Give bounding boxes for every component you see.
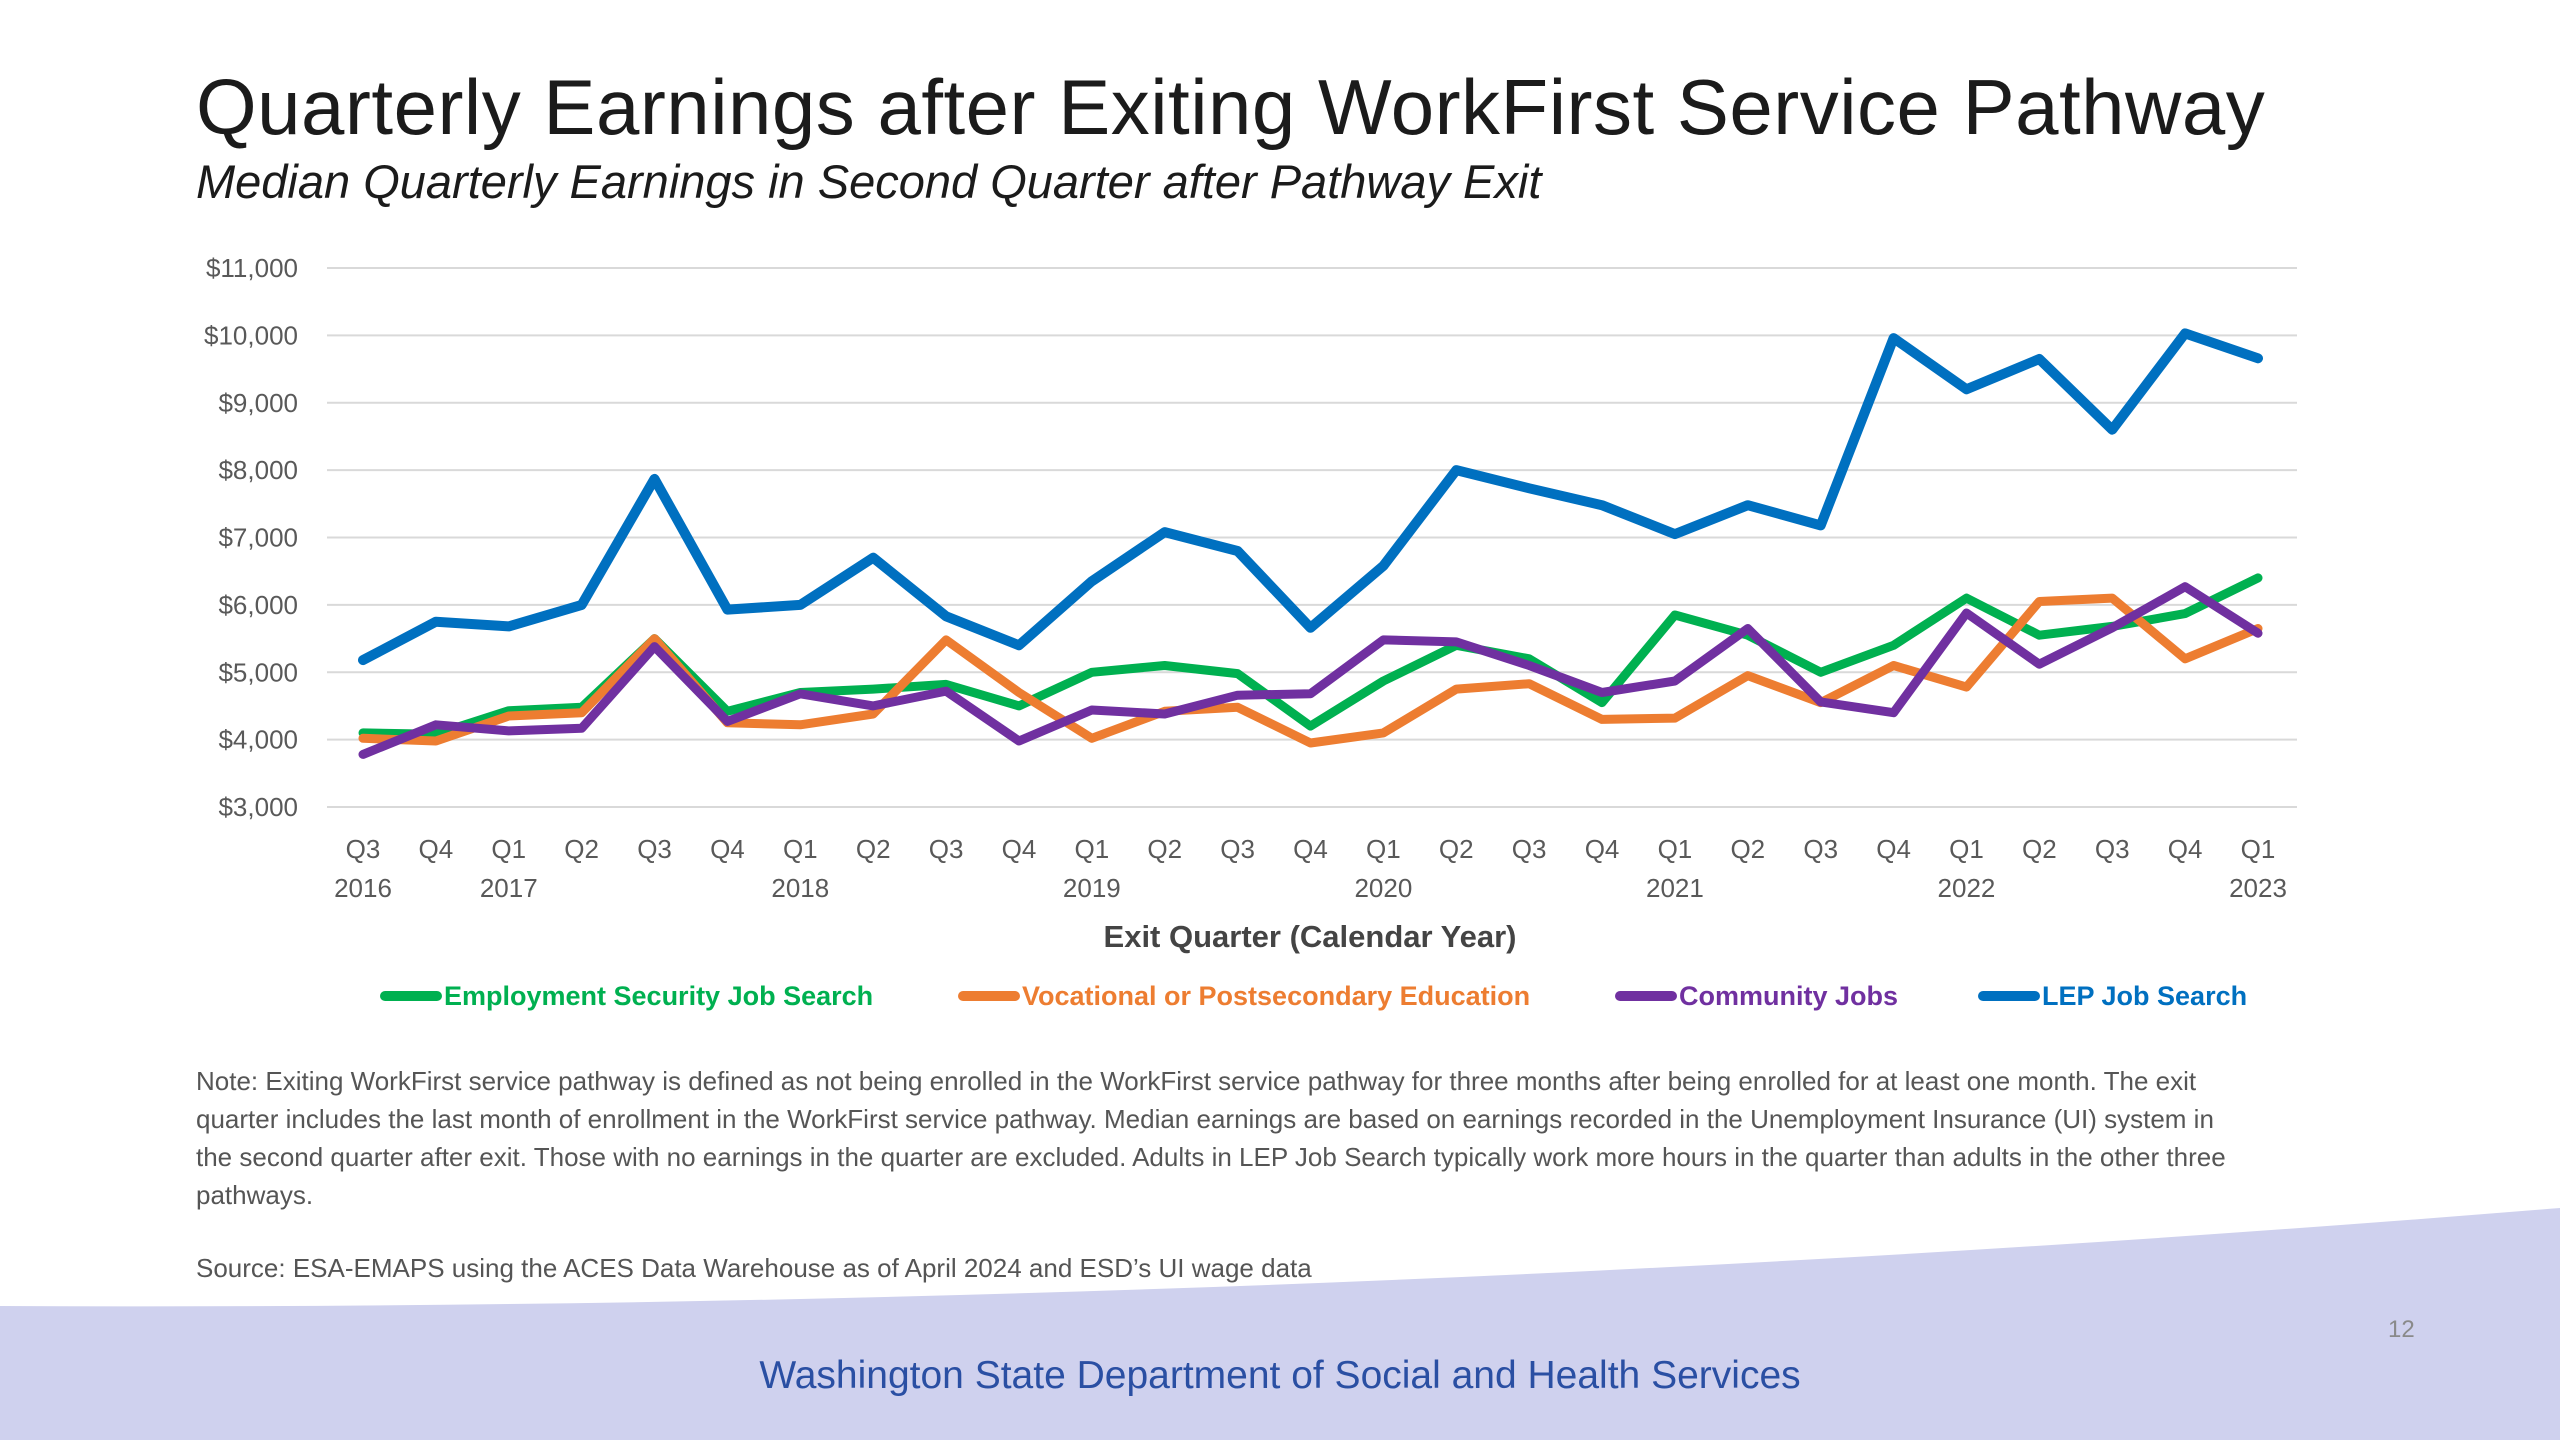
legend-swatch <box>958 991 1020 1001</box>
x-tick-label: Q3 <box>1512 834 1547 864</box>
page-title: Quarterly Earnings after Exiting WorkFir… <box>196 63 2266 151</box>
page-number: 12 <box>2388 1316 2415 1343</box>
legend-item: Vocational or Postsecondary Education <box>958 976 1530 1016</box>
y-tick-label: $5,000 <box>218 657 298 687</box>
x-year-label: 2021 <box>1646 873 1704 903</box>
gridlines <box>327 267 2297 808</box>
x-tick-label: Q4 <box>2168 834 2203 864</box>
x-year-label: 2019 <box>1063 873 1121 903</box>
y-tick-label: $10,000 <box>204 320 298 350</box>
y-tick-label: $7,000 <box>218 523 298 553</box>
legend-label: Community Jobs <box>1679 980 1899 1011</box>
x-tick-label: Q4 <box>419 834 454 864</box>
footer-wave <box>0 1208 2560 1440</box>
x-tick-label: Q4 <box>710 834 745 864</box>
legend-item: Community Jobs <box>1615 976 1898 1016</box>
series-line-community-jobs <box>358 582 2263 759</box>
x-tick-label: Q3 <box>1220 834 1255 864</box>
x-tick-label: Q3 <box>637 834 672 864</box>
x-year-label: 2023 <box>2229 873 2287 903</box>
legend-swatch <box>380 991 442 1001</box>
legend-item: LEP Job Search <box>1978 976 2247 1016</box>
footer-organization: Washington State Department of Social an… <box>759 1354 1801 1397</box>
x-year-label: 2017 <box>480 873 538 903</box>
legend-label: LEP Job Search <box>2042 980 2248 1011</box>
y-tick-label: $8,000 <box>218 455 298 485</box>
x-tick-label: Q2 <box>856 834 891 864</box>
x-tick-label: Q1 <box>783 834 818 864</box>
legend-swatch <box>1615 991 1677 1001</box>
legend-label: Employment Security Job Search <box>444 980 874 1011</box>
y-tick-label: $11,000 <box>206 253 298 283</box>
x-tick-label: Q2 <box>2022 834 2057 864</box>
x-tick-label: Q1 <box>1366 834 1401 864</box>
legend-item: Employment Security Job Search <box>380 976 873 1016</box>
y-tick-label: $4,000 <box>218 725 298 755</box>
x-tick-label: Q3 <box>2095 834 2130 864</box>
x-year-label: 2016 <box>334 873 392 903</box>
x-tick-label: Q1 <box>1658 834 1693 864</box>
x-year-label: 2018 <box>771 873 829 903</box>
x-tick-label: Q1 <box>491 834 526 864</box>
x-year-label: 2020 <box>1354 873 1412 903</box>
x-tick-label: Q2 <box>1439 834 1474 864</box>
x-tick-label: Q2 <box>1147 834 1182 864</box>
series-lines <box>358 328 2263 759</box>
legend-swatch <box>1978 991 2040 1001</box>
x-tick-label: Q1 <box>2241 834 2276 864</box>
x-axis-title: Exit Quarter (Calendar Year) <box>1104 919 1517 954</box>
x-tick-label: Q2 <box>1730 834 1765 864</box>
x-tick-label: Q1 <box>1075 834 1110 864</box>
x-tick-label: Q2 <box>564 834 599 864</box>
x-axis-ticks: Q3 2016 Q4 Q1 2017 Q2 Q3 Q4 Q1 2018 Q2 Q3 Q4 Q1 2019 Q2… <box>334 834 2287 903</box>
legend-label: Vocational or Postsecondary Education <box>1022 980 1531 1011</box>
x-tick-label: Q3 <box>346 834 381 864</box>
line-chart: $3,000 $4,000 $5,000 $6,000 $7,000 $8,000 $9,0… <box>204 253 2297 954</box>
y-tick-label: $3,000 <box>218 792 298 822</box>
y-tick-label: $6,000 <box>218 590 298 620</box>
x-tick-label: Q4 <box>1002 834 1037 864</box>
chart-legend: Employment Security Job Search Vocational… <box>380 976 2280 1016</box>
x-year-label: 2022 <box>1938 873 1996 903</box>
x-tick-label: Q4 <box>1585 834 1620 864</box>
x-tick-label: Q4 <box>1876 834 1911 864</box>
chart-source: Source: ESA-EMAPS using the ACES Data Wa… <box>196 1253 1312 1283</box>
x-tick-label: Q1 <box>1949 834 1984 864</box>
x-tick-label: Q3 <box>929 834 964 864</box>
series-line-lep-job-search <box>358 328 2263 666</box>
chart-note: Note: Exiting WorkFirst service pathway … <box>196 1066 2226 1210</box>
x-tick-label: Q3 <box>1803 834 1838 864</box>
page-subtitle: Median Quarterly Earnings in Second Quar… <box>196 155 1542 208</box>
y-axis-ticks: $3,000 $4,000 $5,000 $6,000 $7,000 $8,000 $9,0… <box>204 253 298 822</box>
y-tick-label: $9,000 <box>218 388 298 418</box>
x-tick-label: Q4 <box>1293 834 1328 864</box>
